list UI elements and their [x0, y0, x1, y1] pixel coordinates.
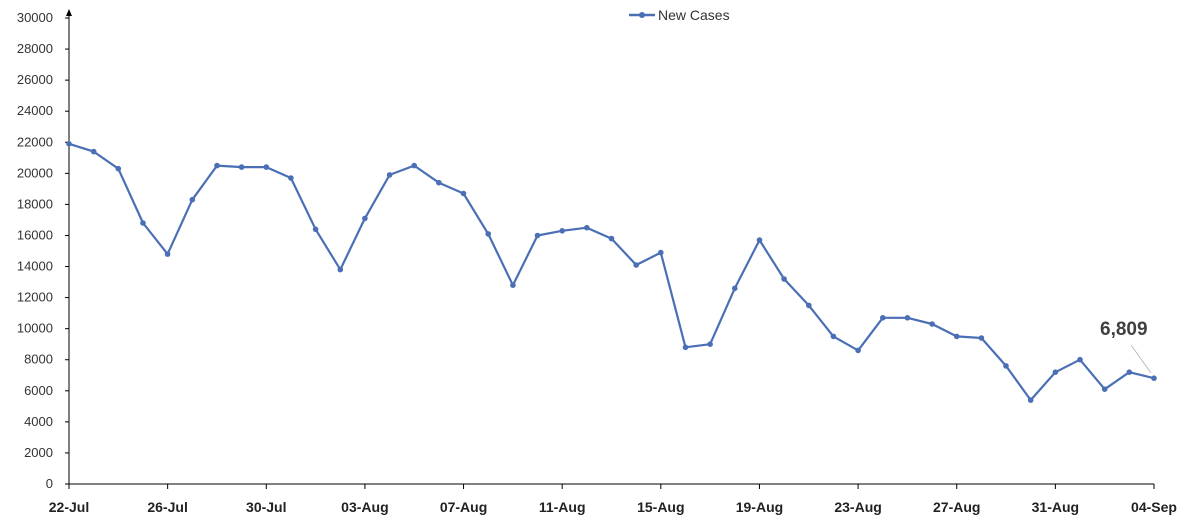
x-tick-label: 03-Aug [341, 499, 388, 515]
data-point [756, 237, 763, 243]
data-point [534, 232, 541, 239]
x-tick-label: 04-Sep [1131, 499, 1177, 515]
data-point [1151, 375, 1157, 382]
x-tick-label: 26-Jul [147, 499, 187, 515]
data-point [386, 172, 393, 178]
data-point [806, 302, 812, 309]
y-tick-label: 14000 [17, 259, 53, 274]
data-point [90, 148, 97, 155]
x-tick-label: 11-Aug [539, 499, 586, 515]
data-point [1052, 369, 1059, 376]
y-tick-label: 18000 [17, 196, 53, 211]
y-tick-label: 16000 [17, 227, 53, 242]
data-point [362, 215, 368, 222]
data-point [189, 196, 196, 203]
x-tick-label: 22-Jul [49, 499, 89, 515]
data-point [830, 333, 837, 340]
data-point [978, 335, 985, 341]
data-point [1027, 397, 1034, 403]
legend-label: New Cases [658, 7, 730, 23]
y-tick-label: 20000 [17, 165, 53, 180]
data-point [510, 282, 516, 289]
data-point [1077, 356, 1083, 363]
data-point [1101, 386, 1108, 393]
data-point [781, 276, 787, 282]
data-point [164, 251, 171, 257]
series-line [68, 142, 1155, 402]
annotation: 6,809 [1100, 319, 1152, 374]
x-tick-label: 31-Aug [1032, 499, 1079, 515]
y-tick-label: 0 [46, 476, 53, 491]
data-point [460, 190, 467, 197]
annotation-label: 6,809 [1100, 319, 1148, 340]
data-point [214, 162, 220, 169]
data-point [1003, 363, 1009, 369]
series-new-cases [66, 141, 1157, 403]
data-point [1126, 369, 1133, 376]
data-point [115, 165, 122, 172]
y-axis-arrow [66, 9, 72, 16]
y-tick-label: 12000 [17, 290, 53, 305]
data-point [436, 179, 442, 186]
x-tick-label: 07-Aug [440, 499, 487, 515]
data-point [312, 226, 319, 233]
data-point [904, 315, 911, 321]
y-tick-label: 10000 [17, 321, 53, 336]
data-point [485, 231, 492, 237]
x-tick-label: 15-Aug [637, 499, 684, 515]
data-point [559, 228, 565, 234]
data-point [263, 164, 270, 170]
data-point [608, 235, 615, 242]
data-point [584, 224, 590, 231]
x-tick-label: 19-Aug [736, 499, 783, 515]
x-axis: 22-Jul 26-Jul 30-Jul 03-Aug 07-Aug 11-Aug 15-A… [49, 483, 1177, 515]
data-point [411, 162, 418, 169]
data-point [658, 249, 664, 256]
y-axis: 0 2000 4000 6000 8000 10000 12000 14000 16000 180… [17, 9, 72, 491]
data-point [633, 262, 639, 268]
data-point [929, 321, 935, 327]
data-point [238, 164, 245, 170]
data-point [288, 175, 294, 181]
data-point [707, 341, 713, 348]
data-point [66, 141, 72, 147]
y-tick-label: 22000 [17, 134, 53, 149]
data-point [140, 220, 146, 226]
data-point [953, 333, 960, 340]
x-tick-label: 30-Jul [246, 499, 286, 515]
data-point [337, 266, 344, 273]
legend-marker [639, 12, 645, 18]
x-tick-label: 23-Aug [834, 499, 881, 515]
annotation-leader-line [1130, 344, 1152, 374]
x-tick-label: 27-Aug [933, 499, 980, 515]
data-point [880, 315, 886, 321]
data-point [732, 285, 738, 292]
legend: New Cases [629, 7, 730, 23]
y-tick-label: 4000 [24, 414, 53, 429]
y-tick-label: 2000 [24, 445, 53, 460]
y-tick-label: 26000 [17, 72, 53, 87]
y-tick-label: 6000 [24, 383, 53, 398]
data-point [855, 347, 861, 354]
y-tick-label: 24000 [17, 103, 53, 118]
y-tick-label: 28000 [17, 41, 53, 56]
y-tick-label: 8000 [24, 352, 53, 367]
data-point [682, 344, 689, 351]
y-tick-label: 30000 [17, 10, 53, 25]
